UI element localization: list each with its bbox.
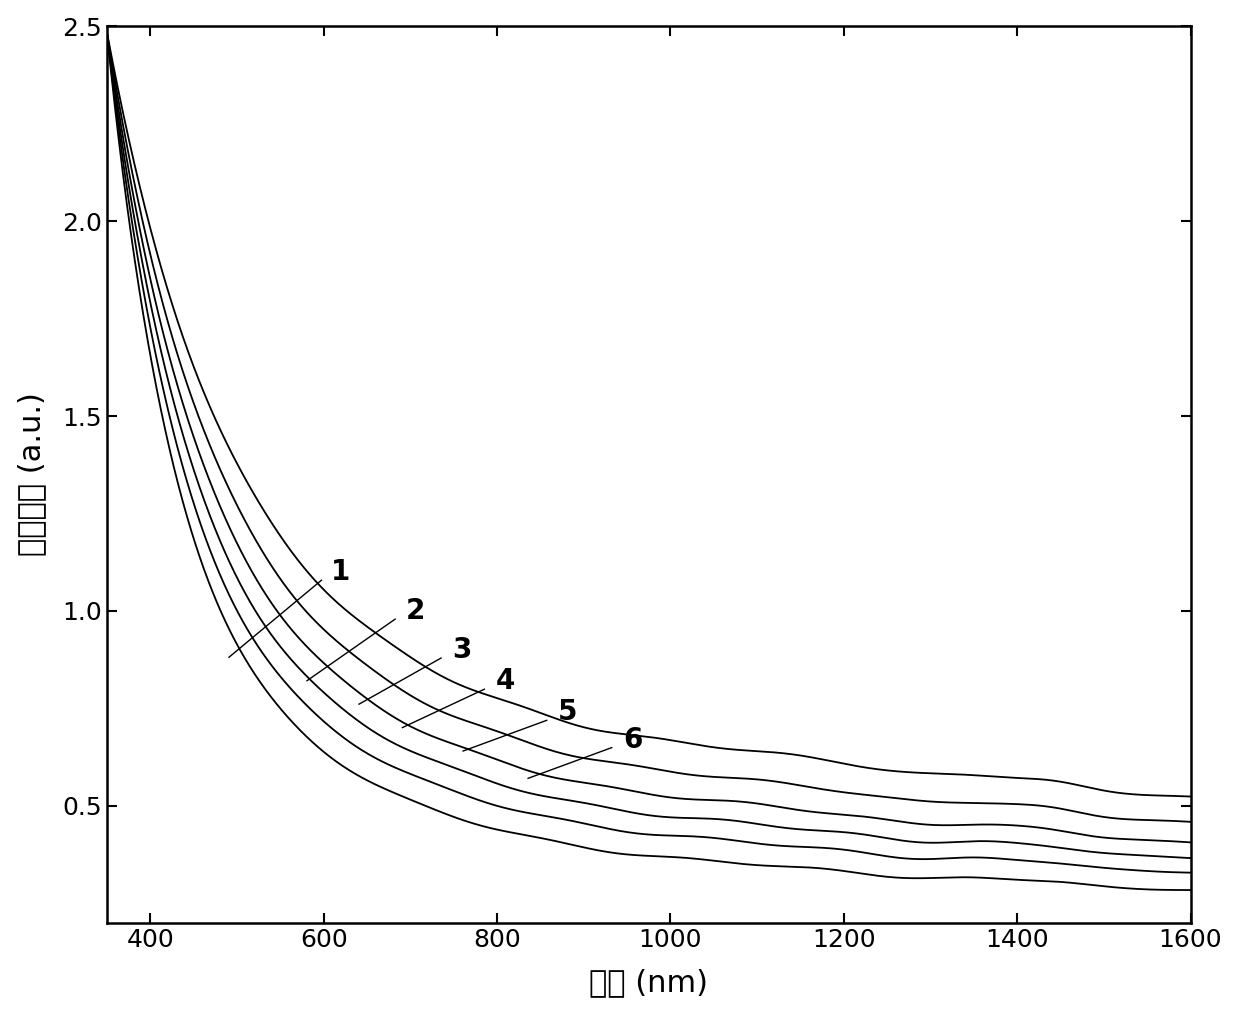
Text: 2: 2 bbox=[406, 597, 425, 625]
Text: 6: 6 bbox=[623, 726, 642, 753]
Text: 3: 3 bbox=[452, 636, 471, 664]
Text: 4: 4 bbox=[496, 667, 514, 696]
Y-axis label: 吸收强度 (a.u.): 吸收强度 (a.u.) bbox=[16, 392, 46, 557]
Text: 1: 1 bbox=[331, 558, 349, 586]
X-axis label: 波长 (nm): 波长 (nm) bbox=[590, 968, 709, 998]
Text: 5: 5 bbox=[558, 699, 577, 726]
